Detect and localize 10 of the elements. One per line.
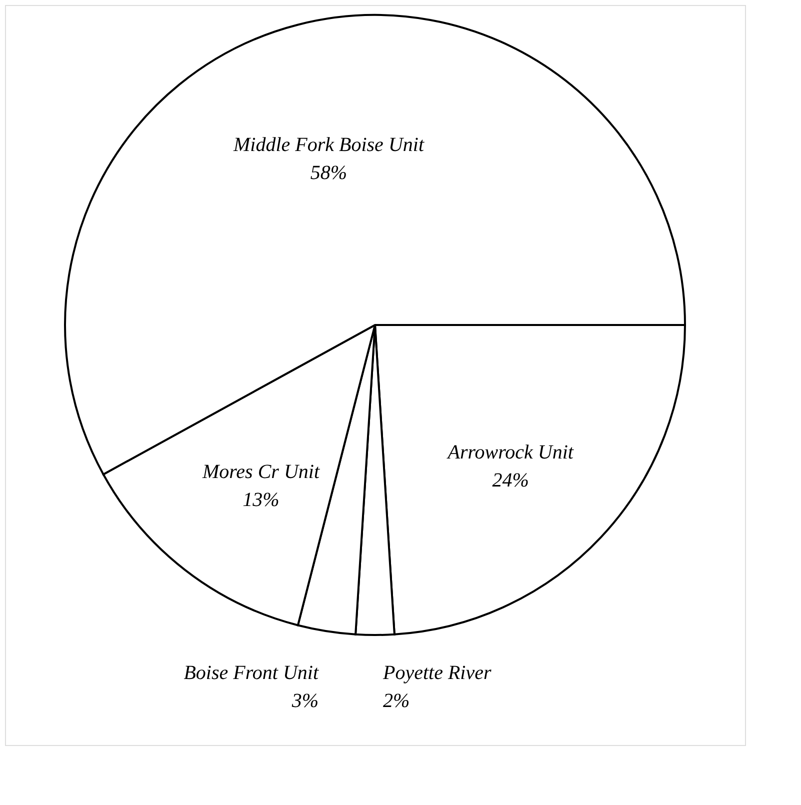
slice-label: Middle Fork Boise Unit (232, 134, 424, 156)
data-label: 24% (492, 469, 529, 492)
slice-label: Poyette River (382, 662, 492, 684)
data-label: 3% (290, 690, 319, 712)
slice-label: Arrowrock Unit (446, 441, 574, 464)
data-label: 58% (310, 162, 348, 184)
data-label: 13% (242, 488, 280, 511)
slice-label: Mores Cr Unit (201, 460, 320, 483)
slice-label: Boise Front Unit (184, 662, 319, 684)
data-label: 2% (383, 690, 410, 712)
